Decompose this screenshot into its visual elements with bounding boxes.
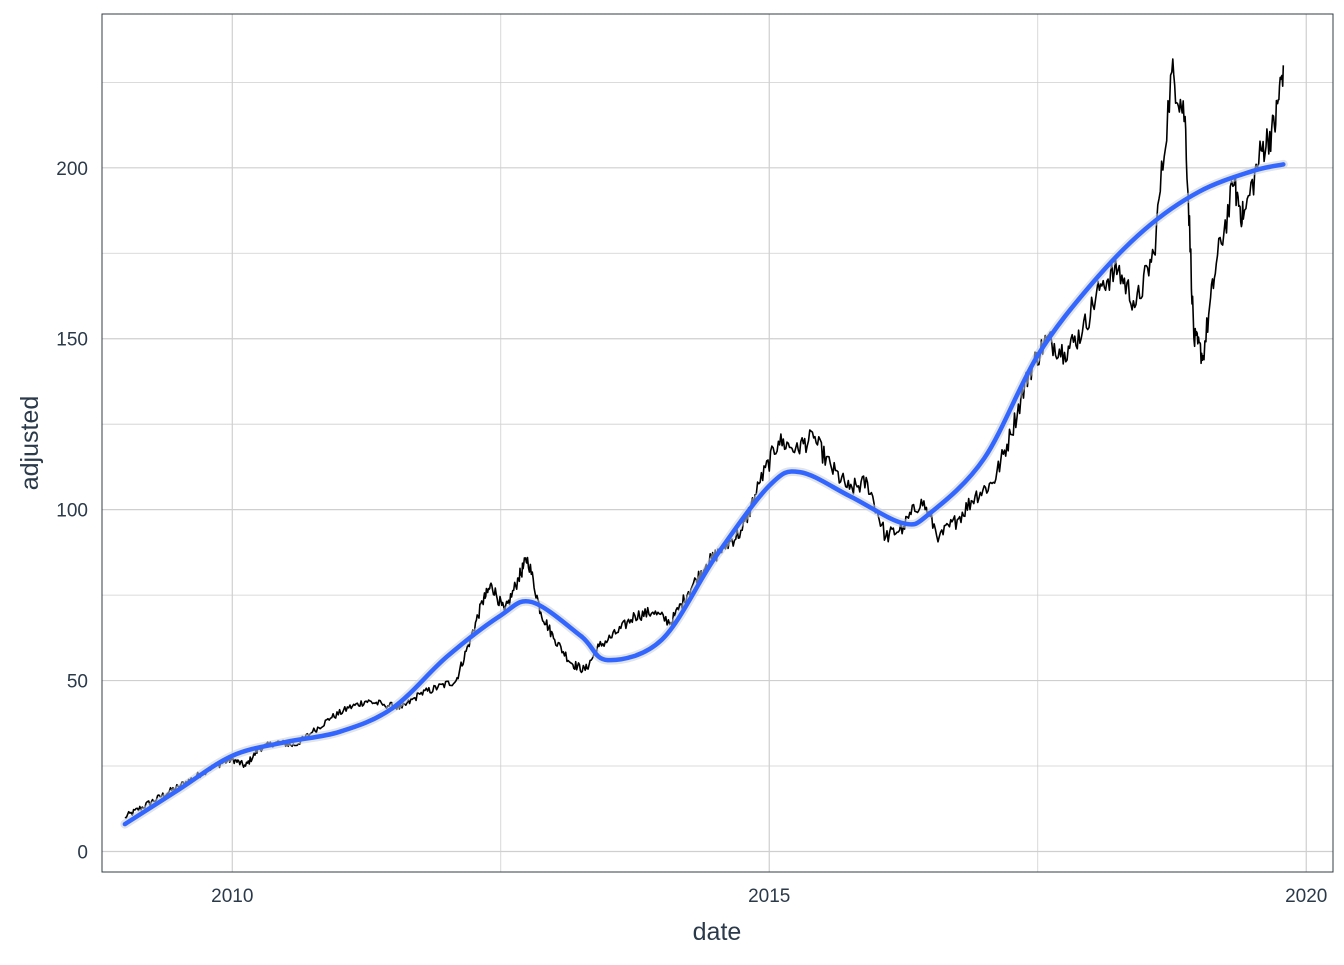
tick-layer: 0 50 100 150 200 2010 2015 2020 [56, 159, 1327, 907]
x-tick-label: 2015 [748, 886, 790, 907]
x-tick-label: 2020 [1285, 886, 1327, 907]
price-line [124, 58, 1285, 819]
grid-layer [102, 14, 1333, 872]
panel-border [101, 13, 1334, 873]
y-tick-label: 200 [56, 159, 88, 180]
smooth-trend-line [122, 162, 1286, 827]
y-tick-label: 100 [56, 501, 88, 522]
y-tick-label: 0 [77, 842, 88, 863]
x-tick-label: 2010 [211, 886, 253, 907]
y-tick-label: 150 [56, 330, 88, 351]
series-layer [120, 58, 1288, 829]
y-tick-label: 50 [67, 672, 88, 693]
x-axis-title: date [693, 918, 742, 946]
y-axis-title: adjusted [16, 396, 44, 491]
